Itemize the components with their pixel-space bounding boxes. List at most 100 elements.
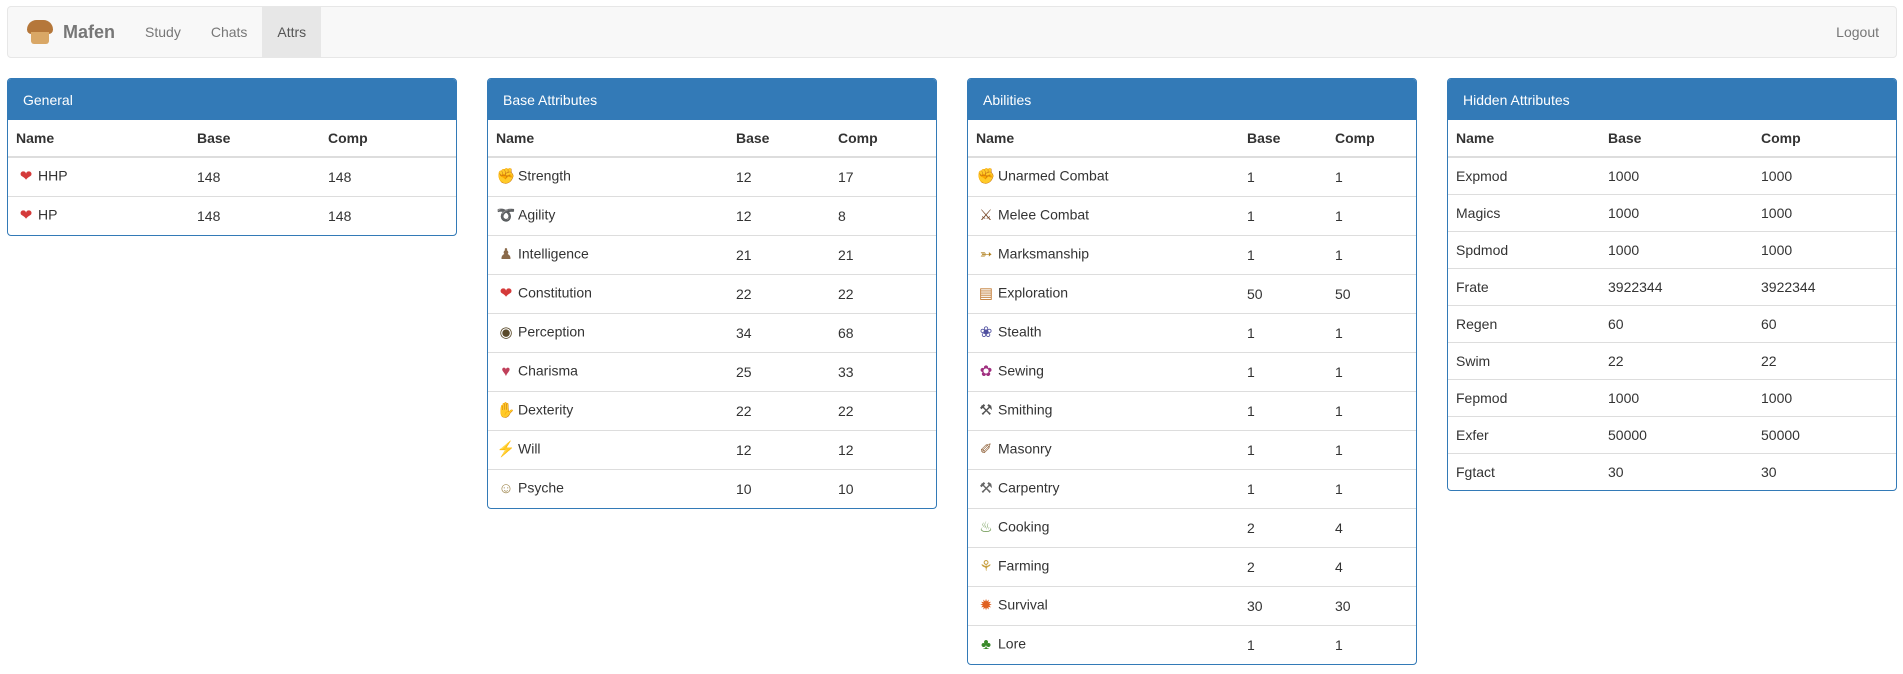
name-cell: ❤ HP <box>8 195 189 235</box>
general-panel: General Name Base Comp ❤ HHP 148 148 ❤ HP … <box>7 78 457 236</box>
attribute-name: Melee Combat <box>998 206 1090 223</box>
comp-value: 1 <box>1327 312 1416 352</box>
yarn-icon: ✿ <box>979 362 993 380</box>
comp-value: 22 <box>1753 341 1896 379</box>
agility-icon: ➰ <box>496 206 516 224</box>
base-value: 22 <box>728 273 830 313</box>
comp-value: 1 <box>1327 468 1416 508</box>
table-row: ▤ Exploration 50 50 <box>968 273 1416 313</box>
eye-icon: ◉ <box>499 323 513 341</box>
nav-study[interactable]: Study <box>145 24 181 40</box>
panel-title: Hidden Attributes <box>1448 79 1896 120</box>
table-row: ⚔ Melee Combat 1 1 <box>968 195 1416 235</box>
comp-value: 1 <box>1327 624 1416 664</box>
column-header-name: Name <box>968 120 1239 158</box>
logout-link[interactable]: Logout <box>1836 24 1879 40</box>
comp-value: 148 <box>328 168 352 185</box>
comp-value: 148 <box>320 195 456 235</box>
base-value: 1 <box>1239 195 1327 235</box>
base-value: 22 <box>1600 341 1753 379</box>
attribute-name: Unarmed Combat <box>998 167 1109 184</box>
intelligence-icon: ♟ <box>499 245 513 263</box>
name-cell: Expmod <box>1448 157 1600 194</box>
attribute-name: Regen <box>1456 315 1498 332</box>
base-value: 1000 <box>1608 167 1640 184</box>
attribute-name: HHP <box>38 167 68 184</box>
attribute-name: Survival <box>998 596 1048 613</box>
comp-value: 21 <box>830 234 936 274</box>
table-row: ◉ Perception 34 68 <box>488 312 936 352</box>
base-value: 50 <box>1239 273 1327 313</box>
base-value: 50000 <box>1600 415 1753 453</box>
comp-value: 3922344 <box>1753 267 1896 305</box>
pot-icon: ♨ <box>979 518 993 536</box>
name-cell: ⚔ Melee Combat <box>968 195 1239 235</box>
table-row: ❤ HP 148 148 <box>8 195 456 235</box>
name-cell: Fepmod <box>1448 378 1600 416</box>
table-row: ✊ Unarmed Combat 1 1 <box>968 157 1416 196</box>
base-value: 12 <box>728 429 830 469</box>
column-header-comp: Comp <box>1753 120 1896 158</box>
column-header-comp: Comp <box>320 120 456 158</box>
comp-value: 1 <box>1327 429 1416 469</box>
attribute-name: Fgtact <box>1456 463 1495 480</box>
name-cell: ➰ Agility <box>488 195 728 235</box>
name-cell: Regen <box>1448 304 1600 342</box>
table-row: ♥ Charisma 25 33 <box>488 351 936 391</box>
comp-value: 30 <box>1327 585 1416 625</box>
attribute-name: Will <box>518 440 541 457</box>
attribute-name: Carpentry <box>998 479 1060 496</box>
attribute-name: Charisma <box>518 362 578 379</box>
name-cell: ✹ Survival <box>968 585 1239 625</box>
column-header-name: Name <box>1448 120 1600 158</box>
muffin-logo-icon <box>27 20 53 44</box>
lightning-icon: ⚡ <box>496 440 516 458</box>
attribute-name: Exploration <box>998 284 1069 301</box>
base-value: 10 <box>728 468 830 508</box>
base-value: 1 <box>1239 351 1327 391</box>
comp-value: 50000 <box>1753 415 1896 453</box>
table-row: Fepmod 1000 1000 <box>1448 378 1896 416</box>
base-value: 1 <box>1239 312 1327 352</box>
name-cell: ❤ HHP <box>8 157 189 196</box>
comp-value: 30 <box>1753 452 1896 490</box>
map-icon: ▤ <box>978 284 994 302</box>
hidden-attributes-panel: Hidden Attributes Name Base Comp Expmod … <box>1447 78 1897 491</box>
comp-value: 10 <box>830 468 936 508</box>
base-value: 1 <box>1239 429 1327 469</box>
attribute-name: Farming <box>998 557 1050 574</box>
attribute-name: Perception <box>518 323 585 340</box>
base-value: 60 <box>1600 304 1753 342</box>
table-row: ⚘ Farming 2 4 <box>968 546 1416 586</box>
navbar: Mafen Study Chats Attrs Logout <box>7 6 1897 58</box>
name-cell: ♥ Charisma <box>488 351 728 391</box>
comp-value: 1 <box>1327 195 1416 235</box>
comp-value: 22 <box>830 273 936 313</box>
strength-icon: ✊ <box>496 167 516 185</box>
comp-value: 1000 <box>1753 193 1896 231</box>
base-value: 1 <box>1239 624 1327 664</box>
attribute-name: Marksmanship <box>998 245 1090 262</box>
table-header-row: Name Base Comp <box>8 120 456 158</box>
table-row: ✋ Dexterity 22 22 <box>488 390 936 430</box>
fist-icon: ✊ <box>976 167 996 185</box>
comp-value: 4 <box>1327 546 1416 586</box>
attribute-name: Swim <box>1456 352 1491 369</box>
column-header-base: Base <box>1239 120 1327 158</box>
lips-icon: ♥ <box>501 362 511 380</box>
attribute-name: Cooking <box>998 518 1050 535</box>
nav-attrs[interactable]: Attrs <box>262 7 322 57</box>
comp-value: 1 <box>1327 390 1416 430</box>
name-cell: ▤ Exploration <box>968 273 1239 313</box>
bow-icon: ➳ <box>979 245 993 263</box>
fire-icon: ✹ <box>979 596 993 614</box>
base-value: 1000 <box>1600 193 1753 231</box>
nav-chats[interactable]: Chats <box>210 24 248 40</box>
base-value: 21 <box>728 234 830 274</box>
base-value: 30 <box>1239 585 1327 625</box>
table-row: ✐ Masonry 1 1 <box>968 429 1416 469</box>
wheat-icon: ⚘ <box>979 557 993 575</box>
brand-link[interactable]: Mafen <box>8 7 130 57</box>
name-cell: ⚒ Carpentry <box>968 468 1239 508</box>
name-cell: ☺ Psyche <box>488 468 728 508</box>
